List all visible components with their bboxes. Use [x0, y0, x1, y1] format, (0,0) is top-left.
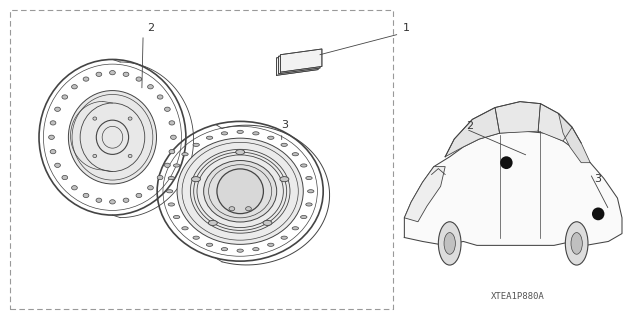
Ellipse shape: [177, 138, 303, 244]
Ellipse shape: [170, 135, 176, 139]
Ellipse shape: [229, 207, 235, 211]
Ellipse shape: [565, 222, 588, 265]
Ellipse shape: [93, 117, 97, 120]
Ellipse shape: [306, 203, 312, 206]
Text: 3: 3: [595, 174, 602, 183]
Polygon shape: [280, 49, 322, 72]
Ellipse shape: [136, 193, 142, 197]
Ellipse shape: [206, 136, 212, 139]
Ellipse shape: [592, 207, 604, 220]
Ellipse shape: [301, 215, 307, 219]
Ellipse shape: [236, 150, 244, 155]
Ellipse shape: [292, 153, 298, 156]
Ellipse shape: [169, 121, 175, 125]
Ellipse shape: [308, 190, 314, 193]
Ellipse shape: [128, 117, 132, 120]
Polygon shape: [404, 167, 445, 222]
Ellipse shape: [93, 154, 97, 158]
Ellipse shape: [253, 132, 259, 135]
Ellipse shape: [268, 136, 274, 139]
Polygon shape: [559, 114, 590, 163]
Ellipse shape: [148, 85, 154, 89]
Ellipse shape: [68, 91, 157, 184]
Ellipse shape: [168, 203, 175, 206]
Ellipse shape: [72, 85, 77, 89]
Text: 2: 2: [467, 121, 474, 131]
Ellipse shape: [253, 248, 259, 251]
Ellipse shape: [166, 190, 173, 193]
Ellipse shape: [280, 177, 289, 182]
Ellipse shape: [182, 227, 188, 230]
Ellipse shape: [136, 77, 142, 81]
Ellipse shape: [221, 132, 228, 135]
Ellipse shape: [164, 163, 170, 167]
Ellipse shape: [444, 233, 456, 254]
Ellipse shape: [109, 200, 115, 204]
Ellipse shape: [164, 107, 170, 111]
Ellipse shape: [50, 150, 56, 154]
Ellipse shape: [123, 72, 129, 77]
Ellipse shape: [157, 175, 163, 180]
Ellipse shape: [168, 176, 175, 180]
Polygon shape: [445, 108, 500, 157]
Ellipse shape: [217, 169, 264, 214]
Ellipse shape: [83, 193, 89, 197]
Ellipse shape: [169, 150, 175, 154]
Text: 3: 3: [282, 120, 289, 130]
Ellipse shape: [83, 77, 89, 81]
Ellipse shape: [123, 198, 129, 202]
Ellipse shape: [182, 153, 188, 156]
Ellipse shape: [263, 220, 272, 226]
Ellipse shape: [221, 248, 228, 251]
Ellipse shape: [438, 222, 461, 265]
Ellipse shape: [281, 236, 287, 239]
Ellipse shape: [193, 236, 200, 239]
Ellipse shape: [268, 243, 274, 246]
Ellipse shape: [191, 177, 200, 182]
Ellipse shape: [173, 164, 180, 167]
Text: XTEA1P880A: XTEA1P880A: [491, 292, 545, 300]
Ellipse shape: [157, 95, 163, 99]
Ellipse shape: [72, 186, 77, 190]
Ellipse shape: [571, 233, 582, 254]
Text: 1: 1: [403, 23, 410, 33]
Ellipse shape: [209, 220, 218, 226]
Ellipse shape: [173, 215, 180, 219]
Ellipse shape: [54, 163, 60, 167]
Ellipse shape: [148, 186, 154, 190]
Ellipse shape: [96, 198, 102, 202]
Polygon shape: [495, 102, 540, 133]
Polygon shape: [276, 52, 318, 75]
Ellipse shape: [206, 243, 212, 246]
Ellipse shape: [204, 160, 276, 222]
Polygon shape: [278, 50, 320, 74]
Text: 2: 2: [147, 23, 154, 33]
Ellipse shape: [128, 154, 132, 158]
Polygon shape: [404, 131, 622, 245]
Ellipse shape: [301, 164, 307, 167]
Ellipse shape: [96, 72, 102, 77]
Ellipse shape: [193, 143, 200, 146]
Ellipse shape: [49, 135, 54, 139]
Polygon shape: [538, 104, 572, 141]
Ellipse shape: [62, 175, 68, 180]
Ellipse shape: [62, 95, 68, 99]
Bar: [10, 10, 394, 309]
Ellipse shape: [237, 130, 243, 133]
Ellipse shape: [246, 207, 252, 211]
Ellipse shape: [50, 121, 56, 125]
Ellipse shape: [500, 156, 513, 169]
Ellipse shape: [292, 227, 298, 230]
Ellipse shape: [306, 176, 312, 180]
Ellipse shape: [109, 70, 115, 75]
Ellipse shape: [54, 107, 60, 111]
Ellipse shape: [281, 143, 287, 146]
Ellipse shape: [237, 249, 243, 252]
